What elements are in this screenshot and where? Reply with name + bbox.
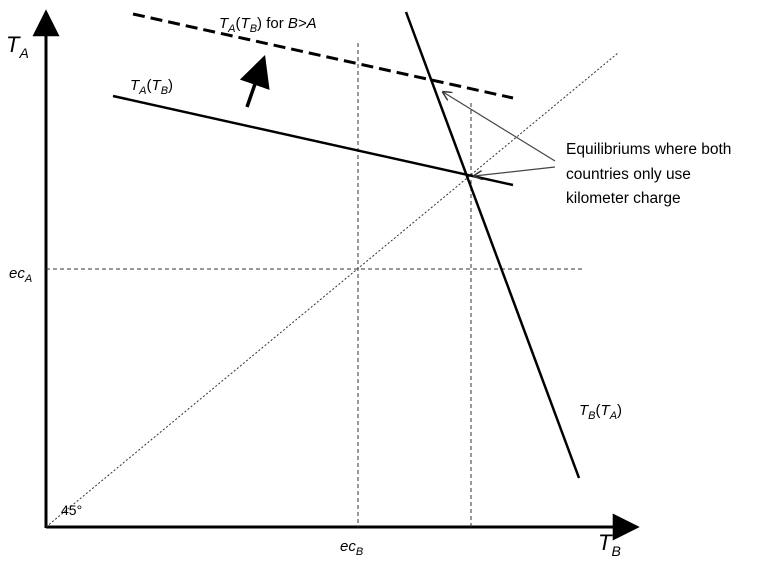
angle-label: 45°: [61, 502, 82, 518]
x-axis-label: TB: [598, 530, 621, 559]
ta-of-tb-shifted-curve: [132, 12, 514, 100]
ec-a-label: ecA: [9, 265, 32, 285]
ec-b-label: ecB: [340, 538, 363, 558]
equilibrium-annotation-line-2: countries only use: [566, 166, 691, 183]
equilibrium-annotation-line-3: kilometer charge: [566, 190, 681, 207]
ta-of-tb-label: TA(TB): [130, 77, 173, 97]
ta-of-tb-curve: [112, 94, 514, 187]
tb-of-ta-label: TB(TA): [579, 402, 622, 422]
tb-of-ta-curve: [404, 11, 581, 479]
ta-of-tb-shifted-label: TA(TB) for B>A: [219, 15, 317, 35]
annotation-arrow-upper: [443, 92, 556, 162]
45-degree-line: [45, 52, 619, 528]
shift-arrow: [239, 55, 270, 108]
annotation-arrow-lower: [474, 166, 556, 176]
equilibrium-annotation-line-1: Equilibriums where both: [566, 141, 731, 158]
y-axis-label: TA: [6, 32, 29, 61]
